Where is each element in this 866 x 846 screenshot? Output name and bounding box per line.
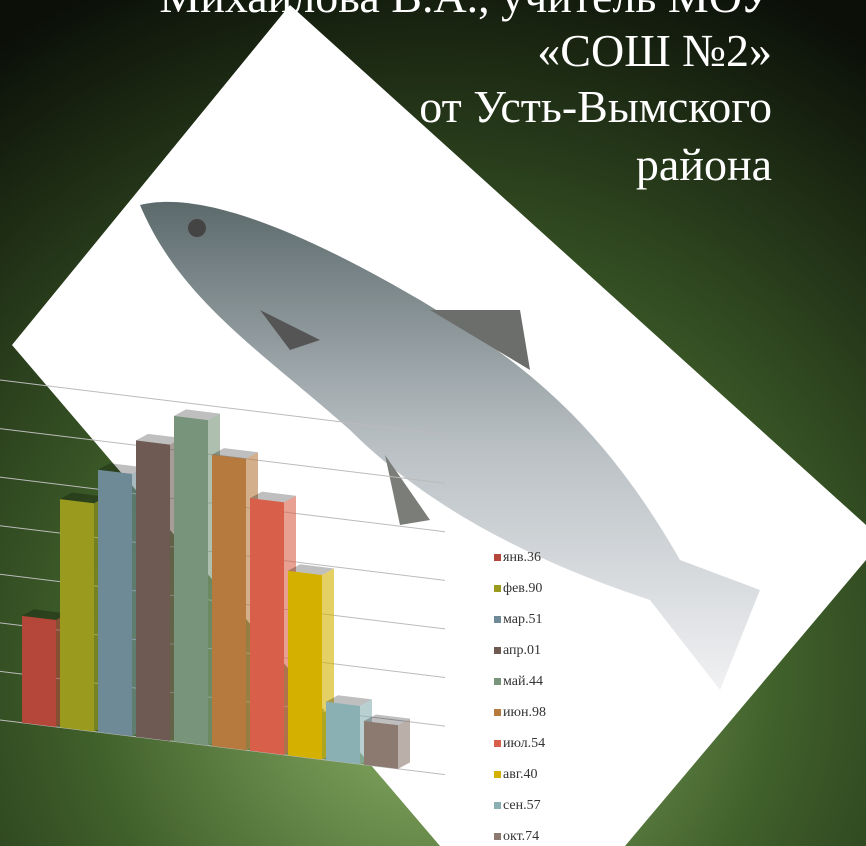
bar [98,469,132,737]
bar-side [398,718,410,769]
title-line: Михайлова В.А., учитель МОУ [159,0,772,22]
bar [174,415,208,746]
legend-label: июл.54 [503,736,545,751]
legend-swatch [494,802,501,809]
chart [0,378,445,776]
fish-image [140,201,760,690]
bar [364,720,398,769]
legend-label: мар.51 [503,612,542,627]
legend-swatch [494,678,501,685]
legend-swatch [494,771,501,778]
legend-swatch [494,554,501,561]
legend-swatch [494,833,501,840]
bar-top [98,463,144,474]
legend-swatch [494,709,501,716]
bar [22,615,56,727]
bar [212,454,246,751]
legend-swatch [494,647,501,654]
bar-top [212,448,258,459]
bar [60,499,94,732]
title-line: от Усть-Вымского [419,81,772,132]
legend: янв.36 фев.90 мар.51 апр.01 май.44 июн.98 июл.… [494,550,546,844]
bar-top [364,714,410,726]
legend-label: сен.57 [503,798,541,813]
title-block: Михайлова В.А., учитель МОУ «СОШ №2»от Ус… [159,0,772,190]
bar-top [288,564,334,575]
legend-swatch [494,585,501,592]
bar-top [136,433,182,445]
title-line: района [636,139,772,190]
legend-label: июн.98 [503,705,546,720]
bar-top [60,492,106,504]
bar-top [250,491,296,503]
legend-label: авг.40 [503,767,538,782]
bar-top [174,409,220,421]
legend-label: окт.74 [503,829,539,844]
bar [288,570,322,760]
legend-label: янв.36 [503,550,541,565]
legend-swatch [494,740,501,747]
legend-label: май.44 [503,674,543,689]
bar [250,498,284,755]
bar-top [22,609,68,621]
grid-line [0,378,445,436]
title-line: «СОШ №2» [537,25,772,76]
bar [326,701,360,765]
legend-label: апр.01 [503,643,541,658]
legend-swatch [494,616,501,623]
legend-label: фев.90 [503,581,542,596]
bar [136,440,170,741]
bar-top [326,695,372,706]
